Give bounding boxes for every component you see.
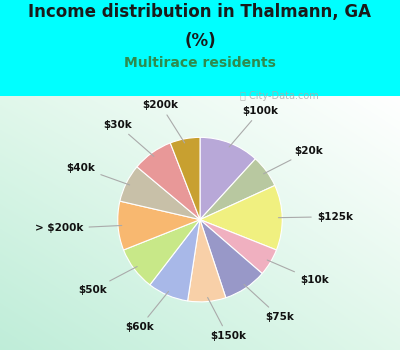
- Text: Multirace residents: Multirace residents: [124, 56, 276, 70]
- Wedge shape: [200, 159, 275, 220]
- Text: $75k: $75k: [244, 285, 294, 322]
- Text: $125k: $125k: [278, 212, 353, 222]
- Wedge shape: [137, 143, 200, 220]
- Wedge shape: [200, 137, 256, 220]
- Text: $60k: $60k: [126, 292, 168, 332]
- Wedge shape: [118, 201, 200, 250]
- Wedge shape: [200, 220, 276, 273]
- Wedge shape: [188, 220, 226, 302]
- Text: $150k: $150k: [208, 298, 246, 341]
- Text: > $200k: > $200k: [35, 223, 122, 233]
- Text: $100k: $100k: [229, 106, 278, 147]
- Wedge shape: [150, 220, 200, 301]
- Text: Income distribution in Thalmann, GA: Income distribution in Thalmann, GA: [28, 4, 372, 21]
- Text: ⓘ City-Data.com: ⓘ City-Data.com: [240, 91, 319, 101]
- Wedge shape: [200, 186, 282, 250]
- Wedge shape: [124, 220, 200, 285]
- Text: $20k: $20k: [264, 146, 323, 174]
- Text: $10k: $10k: [267, 260, 328, 285]
- Wedge shape: [120, 167, 200, 220]
- Wedge shape: [170, 137, 200, 220]
- Text: (%): (%): [184, 32, 216, 49]
- Wedge shape: [200, 220, 262, 298]
- Text: $50k: $50k: [78, 266, 137, 295]
- Text: $30k: $30k: [103, 120, 154, 156]
- Text: $200k: $200k: [142, 100, 185, 143]
- Text: $40k: $40k: [66, 162, 130, 185]
